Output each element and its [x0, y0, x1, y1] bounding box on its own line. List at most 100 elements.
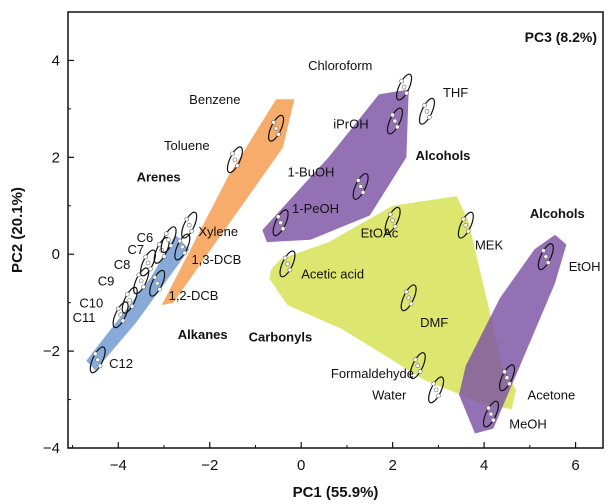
axis-ticks: −4 −2 0 2 4 6 −4 −2 0 2 4 — [43, 11, 580, 474]
label-thf: THF — [443, 85, 468, 100]
point-acetone-2 — [504, 375, 510, 381]
ellipse-1-2-dcb — [149, 269, 166, 297]
x-tick-label-0: −4 — [110, 457, 127, 474]
point-c8-2 — [145, 260, 151, 266]
point-water-3 — [436, 393, 441, 399]
point-mek-2 — [463, 222, 469, 228]
point-formaldehyde-1 — [413, 357, 418, 362]
region-alcohols-5 — [459, 234, 567, 434]
point-c12-1 — [93, 351, 98, 357]
ellipse-iproh — [386, 107, 403, 135]
point-c8-1 — [143, 254, 148, 260]
label-c11: C11 — [73, 310, 96, 325]
point-dmf-1 — [403, 289, 409, 295]
point-1-buoh-1 — [355, 178, 361, 183]
group-label-alkanes-1: Alkanes — [178, 327, 228, 342]
point-1-peoh-2 — [278, 220, 283, 226]
point-xylene-1 — [184, 216, 190, 222]
ellipse-c11 — [112, 301, 129, 329]
ellipse-chloroform — [396, 73, 413, 101]
ellipse-benzene — [268, 114, 285, 142]
plot-frame — [67, 11, 604, 449]
pc3-corner-label: PC3 (8.2%) — [525, 29, 597, 45]
label-c10: C10 — [79, 296, 103, 311]
label-toluene: Toluene — [164, 138, 210, 153]
point-c10-2 — [127, 297, 133, 303]
ellipse-c6 — [160, 226, 177, 254]
label-xylene: Xylene — [198, 224, 238, 239]
label-chloroform: Chloroform — [308, 58, 372, 73]
ellipse-c8 — [139, 249, 157, 277]
group-label-carbonyls-4: Carbonyls — [249, 329, 313, 344]
label-1-buoh: 1-BuOH — [287, 165, 334, 180]
point-meoh-2 — [488, 411, 494, 417]
group-regions — [86, 89, 567, 434]
point-c7-3 — [161, 254, 167, 259]
point-iproh-1 — [390, 112, 395, 118]
ellipse-thf — [418, 97, 436, 125]
ellipse-1-peoh — [272, 209, 289, 237]
x-tick-label-3: 2 — [388, 457, 396, 474]
ellipse-toluene — [226, 146, 243, 174]
point-xylene-2 — [186, 222, 192, 228]
y-tick-label-3: 2 — [52, 149, 60, 166]
region-alkanes-1 — [86, 234, 190, 371]
point-acetic-acid-3 — [287, 267, 293, 273]
point-formaldehyde-2 — [415, 363, 421, 368]
point-mek-1 — [461, 216, 466, 222]
point-thf-3 — [427, 115, 432, 120]
y-tick-label-0: −4 — [43, 440, 60, 457]
point-acetic-acid-2 — [285, 261, 290, 267]
point-c6-1 — [163, 231, 169, 236]
region-carbonyls-4 — [269, 196, 517, 410]
region-alcohols-3 — [262, 89, 409, 243]
ellipse-mek — [457, 211, 474, 239]
point-1-buoh-2 — [358, 184, 363, 189]
point-c11-1 — [115, 306, 121, 312]
group-label-alcohols-5: Alcohols — [530, 206, 585, 221]
point-acetone-3 — [507, 381, 512, 387]
point-1-2-dcb-2 — [154, 280, 160, 286]
label-etoac: EtOAc — [361, 225, 399, 240]
point-etoac-1 — [387, 212, 393, 217]
point-benzene-3 — [276, 131, 281, 137]
ellipse-c10 — [121, 286, 138, 314]
point-c11-3 — [120, 318, 126, 324]
point-etoh-3 — [545, 260, 551, 265]
label-formaldehyde: Formaldehyde — [331, 366, 414, 381]
ellipse-meoh — [482, 400, 500, 428]
label-1-peoh: 1-PeOH — [292, 201, 339, 216]
label-mek: MEK — [475, 237, 504, 252]
y-tick-label-2: 0 — [52, 246, 60, 263]
point-c7-1 — [157, 242, 162, 247]
point-acetic-acid-1 — [282, 255, 288, 261]
point-chloroform-1 — [399, 78, 404, 84]
x-tick-label-5: 6 — [571, 457, 579, 474]
x-tick-label-1: −2 — [201, 457, 218, 474]
label-water: Water — [372, 388, 407, 403]
point-1-3-dcb-3 — [182, 250, 188, 256]
ellipse-dmf — [400, 284, 417, 312]
point-c6-3 — [168, 243, 174, 248]
point-1-peoh-1 — [275, 214, 281, 220]
point-iproh-3 — [395, 124, 400, 130]
label-dmf: DMF — [420, 315, 448, 330]
label-acetic-acid: Acetic acid — [301, 266, 364, 281]
label-1-2-dcb: 1,2-DCB — [169, 288, 219, 303]
point-c11-2 — [118, 312, 123, 318]
ellipse-acetic-acid — [279, 250, 296, 278]
label-c6: C6 — [137, 230, 154, 245]
label-c8: C8 — [114, 257, 131, 272]
y-tick-label-4: 4 — [52, 52, 60, 69]
x-tick-label-4: 4 — [480, 457, 488, 474]
point-c12-2 — [95, 357, 101, 363]
ellipse-formaldehyde — [409, 352, 426, 380]
point-toluene-1 — [230, 151, 235, 157]
point-1-buoh-3 — [360, 190, 366, 195]
point-iproh-2 — [392, 118, 398, 124]
label-benzene: Benzene — [189, 92, 240, 107]
label-1-3-dcb: 1,3-DCB — [191, 252, 241, 267]
point-markers — [89, 73, 554, 428]
point-etoh-2 — [543, 254, 549, 259]
point-c9-2 — [138, 278, 144, 284]
